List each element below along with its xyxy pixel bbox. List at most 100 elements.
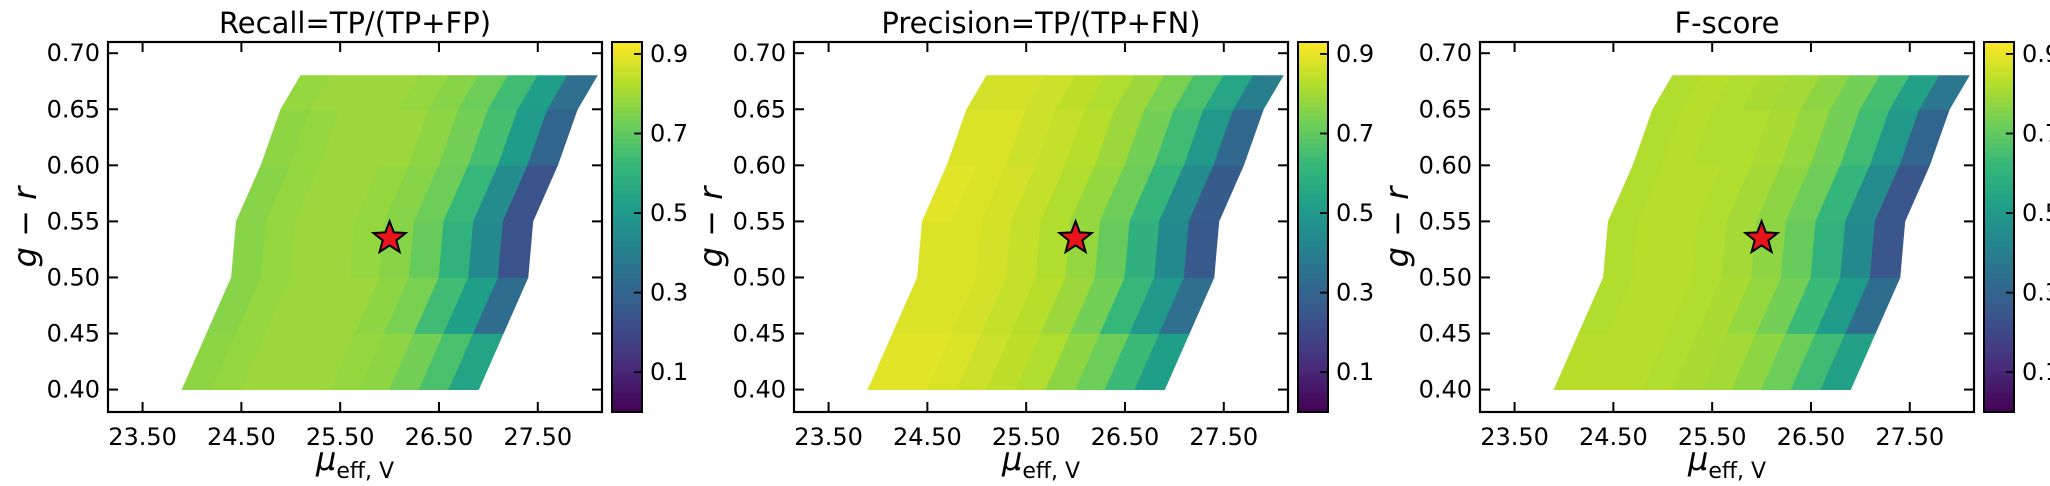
colorbar-segment bbox=[1984, 60, 2014, 66]
colorbar-segment bbox=[1298, 305, 1328, 311]
colorbar-segment bbox=[1298, 310, 1328, 316]
colorbar-segment bbox=[1298, 208, 1328, 214]
colorbar-segment bbox=[1298, 319, 1328, 325]
colorbar-segment bbox=[1984, 310, 2014, 316]
colorbar-segment bbox=[612, 166, 642, 173]
colorbar-segment bbox=[1984, 268, 2014, 274]
colorbar-segment bbox=[612, 310, 642, 316]
colorbar-segment bbox=[612, 305, 642, 311]
colorbar-segment bbox=[1984, 208, 2014, 214]
y-tick-label: 0.50 bbox=[1419, 263, 1472, 291]
colorbar-segment bbox=[612, 314, 642, 321]
heatmap-cell bbox=[1840, 220, 1876, 278]
colorbar-segment bbox=[612, 245, 642, 251]
colorbar-segment bbox=[1984, 259, 2014, 265]
colorbar-segment bbox=[1298, 69, 1328, 75]
colorbar-segment bbox=[612, 88, 642, 94]
colorbar-segment bbox=[1298, 88, 1328, 94]
colorbar-segment bbox=[612, 328, 642, 334]
colorbar-segment bbox=[612, 143, 642, 149]
colorbar-segment bbox=[1298, 148, 1328, 154]
colorbar-segment bbox=[1984, 254, 2014, 260]
heatmap-cell bbox=[547, 75, 598, 110]
colorbar-segment bbox=[612, 176, 642, 182]
colorbar-segment bbox=[1298, 129, 1328, 136]
heatmap-cell bbox=[1919, 75, 1970, 110]
colorbar-segment bbox=[1298, 301, 1328, 307]
colorbar-segment bbox=[612, 162, 642, 168]
colorbar-segment bbox=[1298, 185, 1328, 191]
colorbar-segment bbox=[612, 236, 642, 242]
colorbar-segment bbox=[1298, 180, 1328, 186]
heatmap-cell bbox=[1183, 220, 1220, 278]
colorbar-segment bbox=[612, 153, 642, 159]
colorbar-segment bbox=[1298, 116, 1328, 122]
colorbar-segment bbox=[1984, 46, 2014, 52]
colorbar-segment bbox=[1298, 347, 1328, 353]
colorbar-segment bbox=[1298, 55, 1328, 62]
colorbar-segment bbox=[1298, 203, 1328, 210]
colorbar-segment bbox=[1298, 296, 1328, 302]
colorbar-segment bbox=[612, 74, 642, 80]
colorbar-segment bbox=[1984, 347, 2014, 353]
colorbar-segment bbox=[1984, 171, 2014, 177]
colorbar-segment bbox=[1298, 236, 1328, 242]
chart-title: Precision=TP/(TP+FN) bbox=[881, 6, 1200, 40]
colorbar-segment bbox=[1984, 180, 2014, 186]
colorbar-segment bbox=[1298, 361, 1328, 367]
heatmap-cell bbox=[976, 220, 1012, 278]
y-tick-label: 0.50 bbox=[733, 263, 786, 291]
colorbar-segment bbox=[612, 227, 642, 233]
colorbar-segment bbox=[1984, 120, 2014, 126]
colorbar-segment bbox=[612, 46, 642, 52]
heatmap-cell bbox=[231, 220, 267, 278]
colorbar-segment bbox=[1298, 194, 1328, 200]
colorbar-tick-label: 0.5 bbox=[2022, 199, 2050, 227]
heatmap-cell bbox=[1869, 220, 1906, 278]
colorbar-segment bbox=[1298, 245, 1328, 251]
colorbar-segment bbox=[1298, 213, 1328, 219]
y-tick-label: 0.60 bbox=[733, 151, 786, 179]
colorbar-segment bbox=[1298, 217, 1328, 223]
colorbar-segment bbox=[1984, 153, 2014, 159]
axes-frame bbox=[1478, 40, 1976, 414]
y-axis-label: g − r bbox=[1378, 185, 1416, 267]
x-axis-label: μeff, V bbox=[315, 440, 394, 484]
heatmap-cell bbox=[438, 220, 475, 278]
colorbar-segment bbox=[1298, 402, 1328, 408]
colorbar-segment bbox=[612, 55, 642, 62]
y-axis-label: g − r bbox=[6, 185, 44, 267]
colorbar-segment bbox=[1298, 328, 1328, 334]
colorbar-segment bbox=[1298, 370, 1328, 376]
heatmap-cell bbox=[1094, 220, 1131, 278]
colorbar-segment bbox=[612, 273, 642, 279]
colorbar-segment bbox=[612, 83, 642, 89]
chart-title: F-score bbox=[1674, 6, 1779, 40]
x-axis-label: μeff, V bbox=[1001, 440, 1080, 484]
colorbar-segment bbox=[1984, 277, 2014, 284]
colorbar-segment bbox=[1298, 227, 1328, 233]
colorbar-segment bbox=[612, 291, 642, 297]
colorbar-segment bbox=[1298, 190, 1328, 196]
colorbar-segment bbox=[1984, 328, 2014, 334]
colorbar-segment bbox=[1984, 393, 2014, 399]
colorbar-segment bbox=[1984, 83, 2014, 89]
axes-frame bbox=[106, 40, 604, 414]
colorbar-segment bbox=[1984, 264, 2014, 270]
colorbar-segment bbox=[612, 282, 642, 288]
colorbar-segment bbox=[612, 324, 642, 330]
colorbar-segment bbox=[1298, 157, 1328, 163]
heatmap-cell bbox=[1810, 220, 1847, 278]
colorbar-tick-label: 0.3 bbox=[650, 279, 688, 307]
heatmap-cell bbox=[1691, 220, 1728, 278]
colorbar-segment bbox=[1984, 384, 2014, 390]
heatmap-cell bbox=[946, 220, 983, 278]
colorbar-segment bbox=[1984, 190, 2014, 196]
colorbar-segment bbox=[1298, 273, 1328, 279]
colorbar-segment bbox=[1984, 379, 2014, 385]
colorbar-segment bbox=[612, 254, 642, 260]
y-tick-label: 0.60 bbox=[47, 151, 100, 179]
colorbar-segment bbox=[1298, 384, 1328, 390]
colorbar-segment bbox=[612, 157, 642, 163]
